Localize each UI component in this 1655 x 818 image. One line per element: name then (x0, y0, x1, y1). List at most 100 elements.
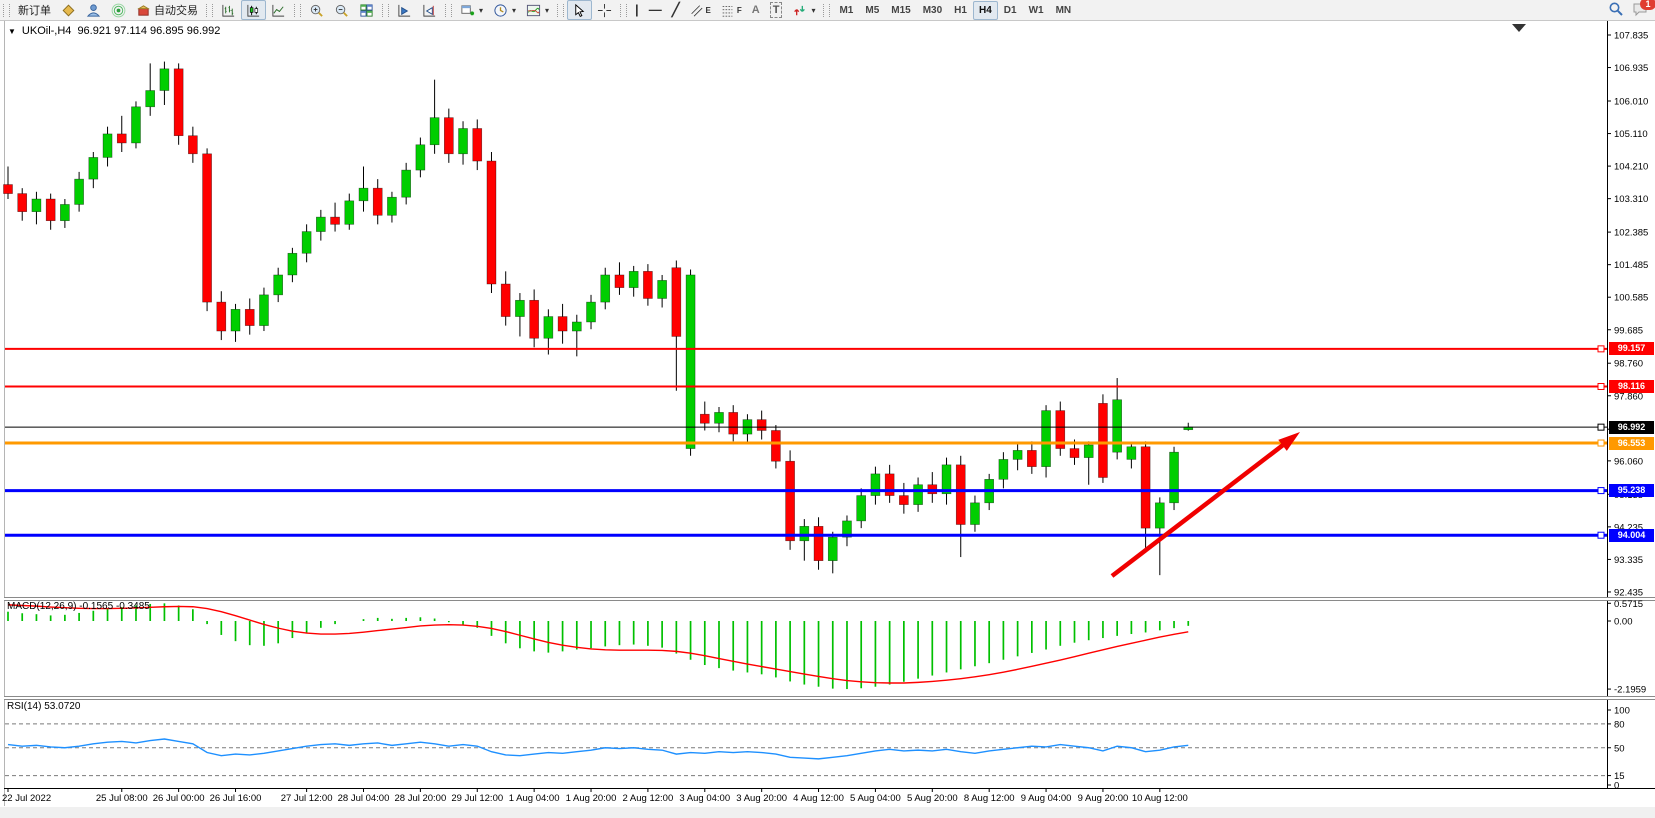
symbol-dropdown-icon[interactable]: ▼ (8, 26, 16, 36)
market-watch-icon (61, 3, 76, 18)
chart-shift-button[interactable] (417, 0, 442, 20)
shift-marker (1512, 24, 1526, 32)
vertical-line-button[interactable]: | (630, 0, 644, 20)
candles-layer (3, 61, 1194, 576)
svg-text:100.585: 100.585 (1614, 293, 1648, 304)
svg-text:29 Jul 12:00: 29 Jul 12:00 (451, 793, 503, 804)
bar-chart-button[interactable] (216, 0, 241, 20)
svg-text:105.110: 105.110 (1614, 129, 1648, 140)
navigator-button[interactable] (106, 0, 131, 20)
price-line-label: 95.238 (1609, 484, 1654, 498)
svg-text:9 Aug 04:00: 9 Aug 04:00 (1021, 793, 1072, 804)
chevron-down-icon: ▾ (545, 5, 550, 15)
search-icon[interactable] (1608, 1, 1624, 20)
tf-button-mn[interactable]: MN (1055, 4, 1072, 16)
channel-e-glyph: E (705, 6, 711, 15)
tf-button-m30[interactable]: M30 (922, 4, 943, 16)
auto-scroll-button[interactable] (392, 0, 417, 20)
candlestick-icon (246, 3, 261, 18)
toolbar-grip[interactable] (382, 3, 389, 17)
svg-text:5 Aug 04:00: 5 Aug 04:00 (850, 793, 901, 804)
svg-text:101.485: 101.485 (1614, 260, 1648, 271)
tf-button-w1[interactable]: W1 (1028, 4, 1044, 16)
arrows-button[interactable]: ▾ (787, 0, 820, 20)
chevron-down-icon: ▾ (479, 5, 484, 15)
svg-text:102.385: 102.385 (1614, 228, 1648, 239)
cursor-button[interactable] (567, 0, 593, 20)
svg-text:26 Jul 16:00: 26 Jul 16:00 (210, 793, 262, 804)
toolbar-grip[interactable] (823, 3, 831, 17)
svg-text:3 Aug 04:00: 3 Aug 04:00 (679, 793, 730, 804)
tf-button-h1[interactable]: H1 (954, 4, 967, 16)
tile-windows-button[interactable] (354, 0, 379, 20)
text-button[interactable]: A (747, 0, 765, 20)
window-bottom-edge (0, 807, 1655, 818)
chevron-down-icon: ▾ (811, 5, 816, 15)
text-label-button[interactable]: T (765, 0, 788, 20)
tf-button-h4[interactable]: H4 (972, 0, 998, 20)
trendline-button[interactable]: ╱ (667, 0, 685, 20)
price-line-label: 94.004 (1609, 528, 1654, 542)
svg-text:26 Jul 00:00: 26 Jul 00:00 (153, 793, 205, 804)
hlines-layer (5, 345, 1607, 539)
cursor-icon (572, 3, 587, 18)
tf-button-m1[interactable]: M1 (839, 4, 854, 16)
period-button[interactable]: ▾ (488, 0, 521, 20)
svg-text:107.835: 107.835 (1614, 31, 1648, 42)
svg-text:22 Jul 2022: 22 Jul 2022 (2, 793, 51, 804)
new-order-button[interactable]: 新订单 (13, 0, 56, 20)
svg-text:93.335: 93.335 (1614, 555, 1643, 566)
svg-text:8 Aug 12:00: 8 Aug 12:00 (964, 793, 1015, 804)
crosshair-button[interactable] (592, 0, 617, 20)
tf-button-d1[interactable]: D1 (1003, 4, 1017, 16)
channel-button[interactable]: E (685, 0, 716, 20)
signal-icon (111, 3, 126, 18)
crosshair-icon (597, 3, 612, 18)
indicators-icon (526, 3, 541, 18)
horizontal-line-icon: — (648, 2, 662, 17)
bar-chart-icon (221, 3, 236, 18)
new-chart-button[interactable]: ▾ (455, 0, 488, 20)
chart-shift-icon (422, 3, 437, 18)
svg-text:92.435: 92.435 (1614, 587, 1643, 598)
line-chart-button[interactable] (266, 0, 291, 20)
svg-text:99.685: 99.685 (1614, 325, 1643, 336)
svg-text:28 Jul 04:00: 28 Jul 04:00 (338, 793, 390, 804)
tf-button-m15[interactable]: M15 (891, 4, 911, 16)
svg-text:50: 50 (1614, 743, 1625, 754)
indicators-button[interactable]: ▾ (521, 0, 554, 20)
svg-text:0.5715: 0.5715 (1614, 599, 1643, 610)
toolbar-grip[interactable] (620, 3, 628, 17)
user-icon (86, 3, 101, 18)
zoom-out-button[interactable] (329, 0, 354, 20)
tile-windows-icon (359, 3, 374, 18)
zoom-in-button[interactable] (304, 0, 329, 20)
market-watch-button[interactable] (56, 0, 81, 20)
tf-button-m5[interactable]: M5 (865, 4, 880, 16)
svg-text:96.060: 96.060 (1614, 456, 1643, 467)
toolbar-grip[interactable] (206, 3, 213, 17)
notifications-button[interactable]: 1 (1632, 0, 1655, 20)
toolbar-grip[interactable] (557, 3, 565, 17)
svg-text:94.235: 94.235 (1614, 522, 1643, 533)
candlestick-chart-button[interactable] (241, 0, 266, 20)
toolbar-grip[interactable] (294, 3, 301, 17)
svg-text:106.010: 106.010 (1614, 97, 1648, 108)
svg-text:10 Aug 12:00: 10 Aug 12:00 (1132, 793, 1188, 804)
auto-trading-button[interactable]: 自动交易 (131, 0, 203, 20)
toolbar-grip[interactable] (445, 3, 452, 17)
auto-trading-label: 自动交易 (154, 5, 198, 17)
price-line-label: 99.157 (1609, 342, 1654, 356)
price-line-label: 98.116 (1609, 380, 1654, 393)
toolbar-grip[interactable] (3, 3, 10, 17)
axis-layer: 107.835 106.935 106.010 105.110 104.210 103.3… (0, 20, 1655, 806)
svg-text:1 Aug 04:00: 1 Aug 04:00 (509, 793, 560, 804)
fibonacci-button[interactable]: F (716, 0, 747, 20)
horizontal-line-button[interactable]: — (644, 0, 667, 20)
svg-text:106.935: 106.935 (1614, 63, 1648, 74)
data-window-button[interactable] (81, 0, 106, 20)
svg-text:25 Jul 08:00: 25 Jul 08:00 (96, 793, 148, 804)
zoom-in-icon (309, 3, 324, 18)
price-line-label: 96.992 (1609, 420, 1654, 434)
